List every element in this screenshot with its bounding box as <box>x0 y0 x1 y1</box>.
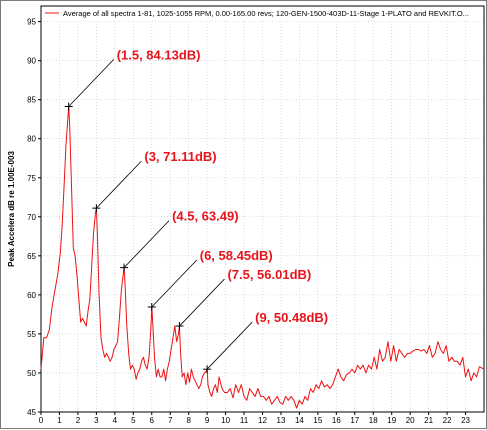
annotation-leader <box>151 259 198 308</box>
annotation-leader <box>179 278 225 327</box>
y-tick-label: 45 <box>27 408 36 417</box>
y-tick-label: 65 <box>27 252 36 261</box>
x-tick-label: 17 <box>350 416 359 425</box>
x-tick-label: 11 <box>240 416 249 425</box>
x-tick-label: 18 <box>369 416 378 425</box>
annotation-label: (9, 50.48dB) <box>255 310 328 325</box>
x-tick-label: 15 <box>313 416 322 425</box>
y-tick-label: 55 <box>27 330 36 339</box>
x-tick-label: 8 <box>186 416 191 425</box>
x-tick-label: 4 <box>113 416 118 425</box>
x-tick-label: 3 <box>94 416 99 425</box>
legend-box <box>42 7 483 19</box>
annotation-leader <box>68 59 114 107</box>
x-tick-label: 2 <box>76 416 81 425</box>
grid <box>40 6 484 413</box>
annotation-label: (6, 58.45dB) <box>200 248 273 263</box>
y-axis-label: Peak Accelera dB re 1.00E-003 <box>7 151 16 267</box>
x-tick-label: 22 <box>443 416 452 425</box>
annotation-leader <box>96 160 142 209</box>
x-tick-label: 6 <box>150 416 155 425</box>
x-tick-label: 10 <box>221 416 230 425</box>
annotation-leader <box>206 321 253 370</box>
x-tick-label: 19 <box>387 416 396 425</box>
y-tick-label: 70 <box>27 213 36 222</box>
x-tick-label: 16 <box>332 416 341 425</box>
y-tick-label: 60 <box>27 291 36 300</box>
y-tick-label: 95 <box>27 18 36 27</box>
x-tick-label: 9 <box>205 416 210 425</box>
y-tick-label: 80 <box>27 135 36 144</box>
x-tick-label: 12 <box>258 416 267 425</box>
series-line <box>40 106 485 409</box>
x-tick-label: 21 <box>424 416 433 425</box>
annotation-label: (1.5, 84.13dB) <box>117 47 201 62</box>
x-tick-label: 0 <box>39 416 44 425</box>
y-tick-label: 75 <box>27 174 36 183</box>
y-tick-label: 85 <box>27 96 36 105</box>
x-tick-label: 13 <box>277 416 286 425</box>
series-layer <box>40 106 485 409</box>
y-tick-label: 90 <box>27 57 36 66</box>
legend: Average of all spectra 1-81, 1025-1055 R… <box>42 7 483 19</box>
annotation-leader <box>123 220 170 268</box>
x-tick-label: 5 <box>131 416 136 425</box>
annotation-label: (4.5, 63.49) <box>172 209 239 224</box>
legend-entry: Average of all spectra 1-81, 1025-1055 R… <box>63 9 469 18</box>
x-tick-label: 1 <box>57 416 62 425</box>
x-tick-label: 14 <box>295 416 304 425</box>
annotations: (1.5, 84.13dB) (3, 71.11dB) (4.5, 63.49) (6… <box>117 47 328 325</box>
x-tick-label: 23 <box>461 416 470 425</box>
x-tick-label: 7 <box>168 416 173 425</box>
annotation-label: (3, 71.11dB) <box>144 149 216 164</box>
x-tick-label: 20 <box>406 416 415 425</box>
y-tick-label: 50 <box>27 369 36 378</box>
annotation-label: (7.5, 56.01dB) <box>227 267 311 282</box>
annotation-leaders <box>64 59 253 374</box>
